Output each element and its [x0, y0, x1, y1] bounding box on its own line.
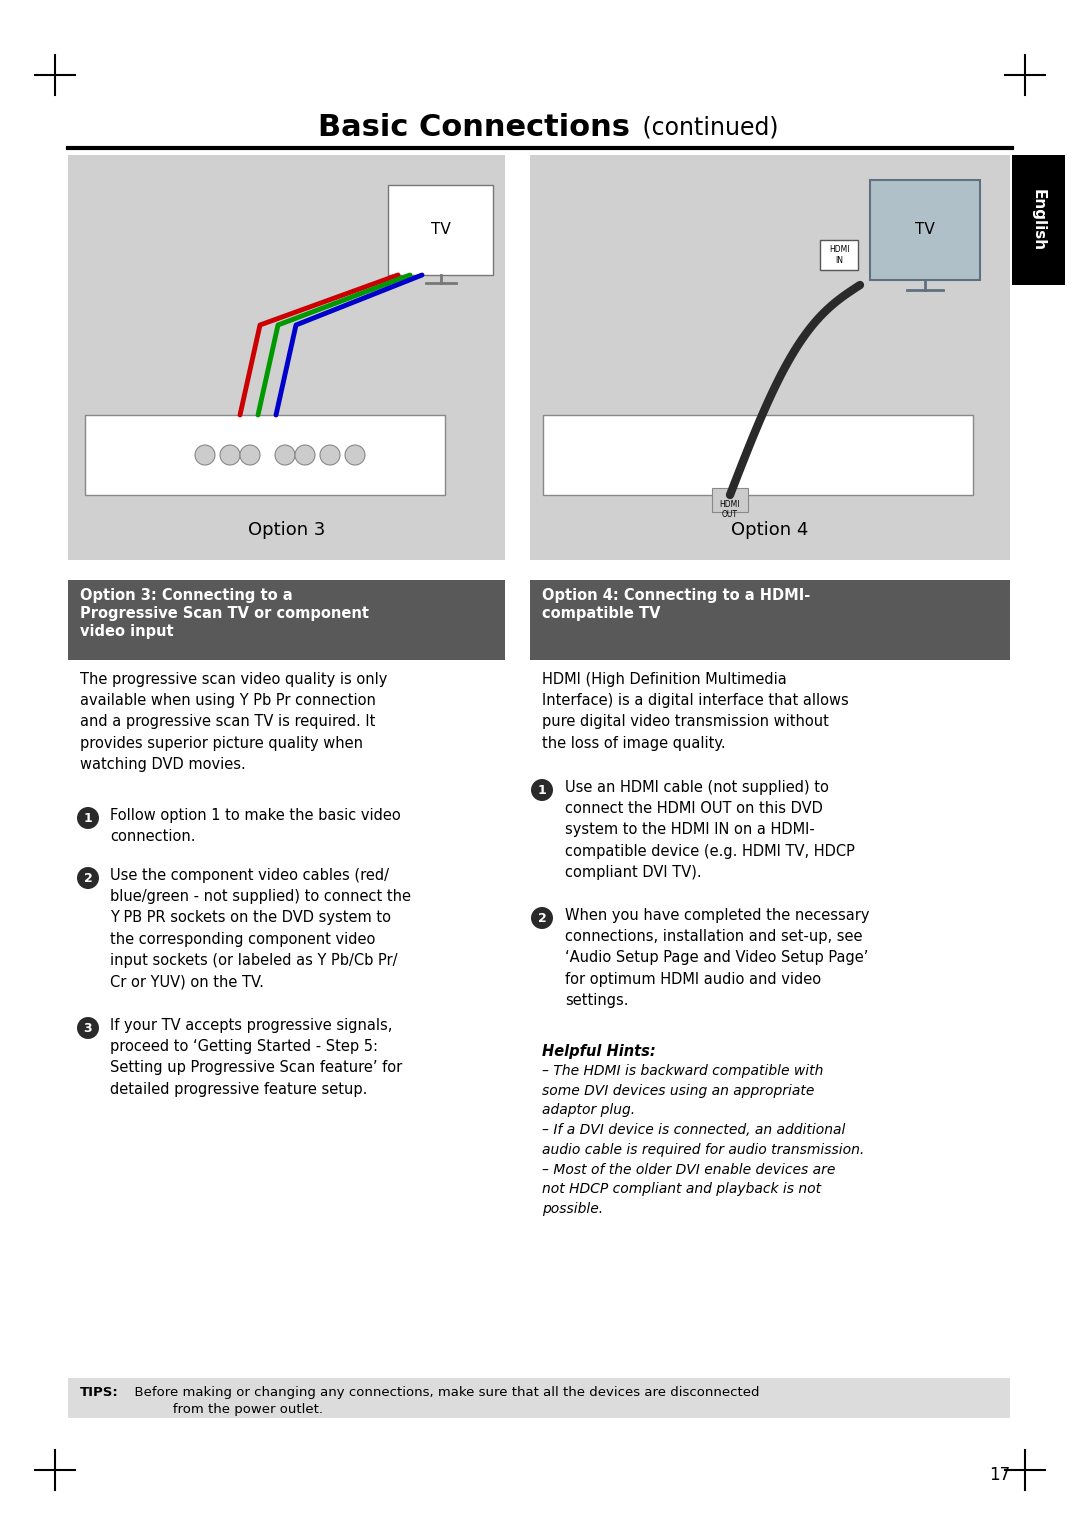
Bar: [68, 155, 505, 559]
Bar: [530, 581, 1010, 660]
Circle shape: [345, 445, 365, 465]
Text: If your TV accepts progressive signals,
proceed to ‘Getting Started - Step 5:
Se: If your TV accepts progressive signals, …: [110, 1018, 402, 1097]
Text: HDMI
OUT: HDMI OUT: [719, 500, 740, 520]
Text: TV: TV: [915, 223, 935, 238]
Text: Use an HDMI cable (not supplied) to
connect the HDMI OUT on this DVD
system to t: Use an HDMI cable (not supplied) to conn…: [565, 780, 855, 879]
Text: Helpful Hints:: Helpful Hints:: [542, 1044, 656, 1059]
Text: compatible TV: compatible TV: [542, 607, 661, 620]
Circle shape: [275, 445, 295, 465]
Text: Follow option 1 to make the basic video
connection.: Follow option 1 to make the basic video …: [110, 808, 401, 844]
Text: Option 4: Option 4: [731, 521, 809, 539]
Text: Before making or changing any connections, make sure that all the devices are di: Before making or changing any connection…: [126, 1385, 759, 1416]
Text: Progressive Scan TV or component: Progressive Scan TV or component: [80, 607, 369, 620]
Bar: [820, 239, 858, 270]
Text: Use the component video cables (red/
blue/green - not supplied) to connect the
Y: Use the component video cables (red/ blu…: [110, 869, 411, 989]
Bar: [1012, 155, 1065, 285]
Circle shape: [240, 445, 260, 465]
Circle shape: [195, 445, 215, 465]
Text: English: English: [1031, 189, 1047, 251]
Text: (continued): (continued): [635, 114, 779, 139]
Text: video input: video input: [80, 623, 174, 639]
Bar: [68, 1378, 1010, 1417]
Text: The progressive scan video quality is only
available when using Y Pb Pr connecti: The progressive scan video quality is on…: [80, 672, 388, 773]
Text: 1: 1: [538, 783, 546, 797]
Circle shape: [220, 445, 240, 465]
Circle shape: [295, 445, 315, 465]
Circle shape: [531, 907, 553, 930]
Text: HDMI (High Definition Multimedia
Interface) is a digital interface that allows
p: HDMI (High Definition Multimedia Interfa…: [542, 672, 849, 751]
Bar: [85, 415, 445, 495]
Bar: [388, 184, 492, 274]
Text: Option 3: Option 3: [247, 521, 325, 539]
Bar: [68, 581, 505, 660]
Text: TIPS:: TIPS:: [80, 1385, 119, 1399]
Text: HDMI
IN: HDMI IN: [828, 245, 849, 265]
Text: – The HDMI is backward compatible with
some DVI devices using an appropriate
ada: – The HDMI is backward compatible with s…: [542, 1064, 864, 1216]
Text: 1: 1: [83, 811, 93, 824]
Text: 3: 3: [83, 1021, 92, 1035]
Text: Basic Connections: Basic Connections: [318, 113, 630, 142]
Text: 17: 17: [989, 1466, 1010, 1484]
Bar: [712, 488, 748, 512]
Circle shape: [531, 779, 553, 802]
Text: When you have completed the necessary
connections, installation and set-up, see
: When you have completed the necessary co…: [565, 908, 869, 1007]
Bar: [530, 155, 1010, 559]
Circle shape: [320, 445, 340, 465]
Text: 2: 2: [83, 872, 93, 884]
Bar: [870, 180, 980, 280]
Text: Option 4: Connecting to a HDMI-: Option 4: Connecting to a HDMI-: [542, 588, 810, 604]
Circle shape: [77, 808, 99, 829]
Circle shape: [77, 867, 99, 888]
Circle shape: [77, 1017, 99, 1039]
Bar: [543, 415, 973, 495]
Text: 2: 2: [538, 911, 546, 925]
Text: TV: TV: [431, 223, 450, 238]
Text: Option 3: Connecting to a: Option 3: Connecting to a: [80, 588, 293, 604]
